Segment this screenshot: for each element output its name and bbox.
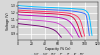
Legend: 0.1C, 0.2C, 0.5C, 1C, 2C, 5C, 10C: 0.1C, 0.2C, 0.5C, 1C, 2C, 5C, 10C — [30, 52, 86, 55]
Y-axis label: Voltage (V): Voltage (V) — [6, 12, 10, 29]
X-axis label: Capacity (% Cn): Capacity (% Cn) — [45, 47, 71, 51]
